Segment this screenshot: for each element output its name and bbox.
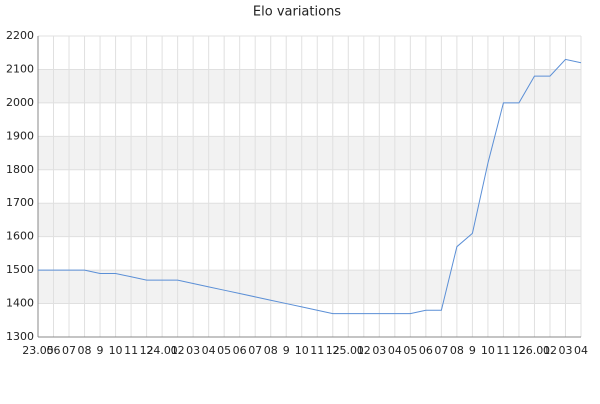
- x-tick-label: 05: [217, 344, 231, 357]
- x-tick-label: 07: [248, 344, 262, 357]
- y-tick-label: 1300: [6, 330, 34, 343]
- x-tick-label: 12: [140, 344, 154, 357]
- x-tick-label: 08: [264, 344, 278, 357]
- line: [38, 58, 582, 315]
- x-tick-label: 07: [434, 344, 448, 357]
- x-tick-label: 25.01: [333, 344, 365, 357]
- y-tick-label: 1500: [6, 263, 34, 276]
- x-tick-label: 9: [469, 344, 476, 357]
- x-tick-label: 07: [62, 344, 76, 357]
- x-tick-label: 04: [388, 344, 402, 357]
- y-tick-label: 1700: [6, 196, 34, 209]
- x-tick-label: 23.05: [22, 344, 54, 357]
- x-tick-label: 06: [419, 344, 433, 357]
- x-tick-label: 10: [481, 344, 495, 357]
- x-tick-label: 26.01: [519, 344, 551, 357]
- x-tick-label: 10: [109, 344, 123, 357]
- x-tick-label: 03: [372, 344, 386, 357]
- y-tick-label: 2200: [6, 29, 34, 42]
- y-tick-label: 1800: [6, 163, 34, 176]
- x-tick-label: 11: [496, 344, 510, 357]
- x-tick-label: 9: [283, 344, 290, 357]
- grid-band: [38, 270, 581, 304]
- x-tick-label: 10: [295, 344, 309, 357]
- x-tick-label: 08: [78, 344, 92, 357]
- x-tick-label: 11: [310, 344, 324, 357]
- y-tick-label: 1900: [6, 129, 34, 142]
- x-tick-label: 02: [543, 344, 557, 357]
- grid-band: [38, 203, 581, 237]
- x-tick-label: 05: [403, 344, 417, 357]
- grid-band: [38, 69, 581, 103]
- x-tick-label: 9: [97, 344, 104, 357]
- x-tick-label: 02: [357, 344, 371, 357]
- y-tick-label: 1400: [6, 297, 34, 310]
- y-tick-label: 2000: [6, 96, 34, 109]
- x-tick-label: 08: [450, 344, 464, 357]
- x-tick-label: 24.01: [146, 344, 178, 357]
- x-tick-label: 02: [171, 344, 185, 357]
- y-tick-label: 2100: [6, 62, 34, 75]
- x-tick-label: 03: [186, 344, 200, 357]
- chart-title: Elo variations: [253, 5, 341, 20]
- x-tick-label: 04: [574, 344, 588, 357]
- x-tick-label: 12: [326, 344, 340, 357]
- x-tick-label: 11: [124, 344, 138, 357]
- x-tick-label: 03: [558, 344, 572, 357]
- y-tick-label: 1600: [6, 230, 34, 243]
- x-tick-label: 04: [202, 344, 216, 357]
- grid-band: [38, 136, 581, 170]
- x-tick-label: 12: [512, 344, 526, 357]
- x-tick-label: 06: [233, 344, 247, 357]
- x-tick-label: 06: [47, 344, 61, 357]
